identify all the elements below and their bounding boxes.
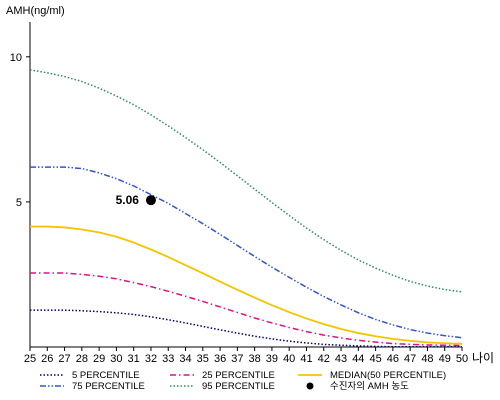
x-tick-label: 41 <box>300 353 312 365</box>
x-tick-label: 34 <box>179 353 191 365</box>
y-tick-label: 5 <box>16 197 22 209</box>
x-tick-label: 43 <box>335 353 347 365</box>
series-line-95-percentile <box>29 69 463 293</box>
x-tick-label: 29 <box>93 353 105 365</box>
x-tick-label: 44 <box>352 353 364 365</box>
y-axis-label: AMH(ng/ml) <box>6 5 65 17</box>
x-tick-label: 40 <box>283 353 295 365</box>
x-tick-label: 36 <box>214 353 226 365</box>
legend-label: 수진자의 AMH 농도 <box>330 381 409 392</box>
patient-amh-value-label: 5.06 <box>116 193 140 207</box>
x-tick-label: 25 <box>24 353 36 365</box>
axes: 5 10 25 26 27 28 29 30 31 32 33 34 35 36 37 38 39 40 41 42 4… <box>10 22 468 365</box>
x-tick-label: 50 <box>456 353 468 365</box>
legend: 5 PERCENTILE 25 PERCENTILE MEDIAN(50 PERCE… <box>40 370 446 392</box>
legend-label: 75 PERCENTILE <box>72 381 145 392</box>
legend-label: 5 PERCENTILE <box>72 370 140 381</box>
series-layer <box>29 69 463 348</box>
x-axis-label: 나이 <box>472 351 494 365</box>
x-tick-label: 37 <box>231 353 243 365</box>
x-tick-label: 48 <box>421 353 433 365</box>
series-line-25-percentile <box>30 272 463 347</box>
x-tick-label: 28 <box>76 353 88 365</box>
series-line-5-percentile <box>30 309 462 348</box>
x-tick-label: 47 <box>404 353 416 365</box>
x-tick-label: 32 <box>145 353 157 365</box>
x-tick-label: 42 <box>318 353 330 365</box>
legend-swatch-patient-amh <box>306 382 314 390</box>
x-tick-label: 35 <box>197 353 209 365</box>
legend-label: 25 PERCENTILE <box>202 370 275 381</box>
x-tick-label: 31 <box>128 353 140 365</box>
x-tick-label: 49 <box>439 353 451 365</box>
x-tick-label: 27 <box>58 353 70 365</box>
x-tick-label: 38 <box>249 353 261 365</box>
y-tick-label: 10 <box>10 52 22 64</box>
legend-label: MEDIAN(50 PERCENTILE) <box>330 370 446 381</box>
patient-marker-layer: 5.06 <box>116 193 156 207</box>
patient-amh-point <box>145 195 156 206</box>
x-tick-label: 39 <box>266 353 278 365</box>
series-line-75-percentile <box>30 166 463 339</box>
x-tick-label: 30 <box>110 353 122 365</box>
x-tick-label: 45 <box>369 353 381 365</box>
x-tick-label: 46 <box>387 353 399 365</box>
x-tick-label: 26 <box>41 353 53 365</box>
x-tick-label: 33 <box>162 353 174 365</box>
series-line-median-50-percentile <box>30 225 463 345</box>
legend-label: 95 PERCENTILE <box>202 381 275 392</box>
